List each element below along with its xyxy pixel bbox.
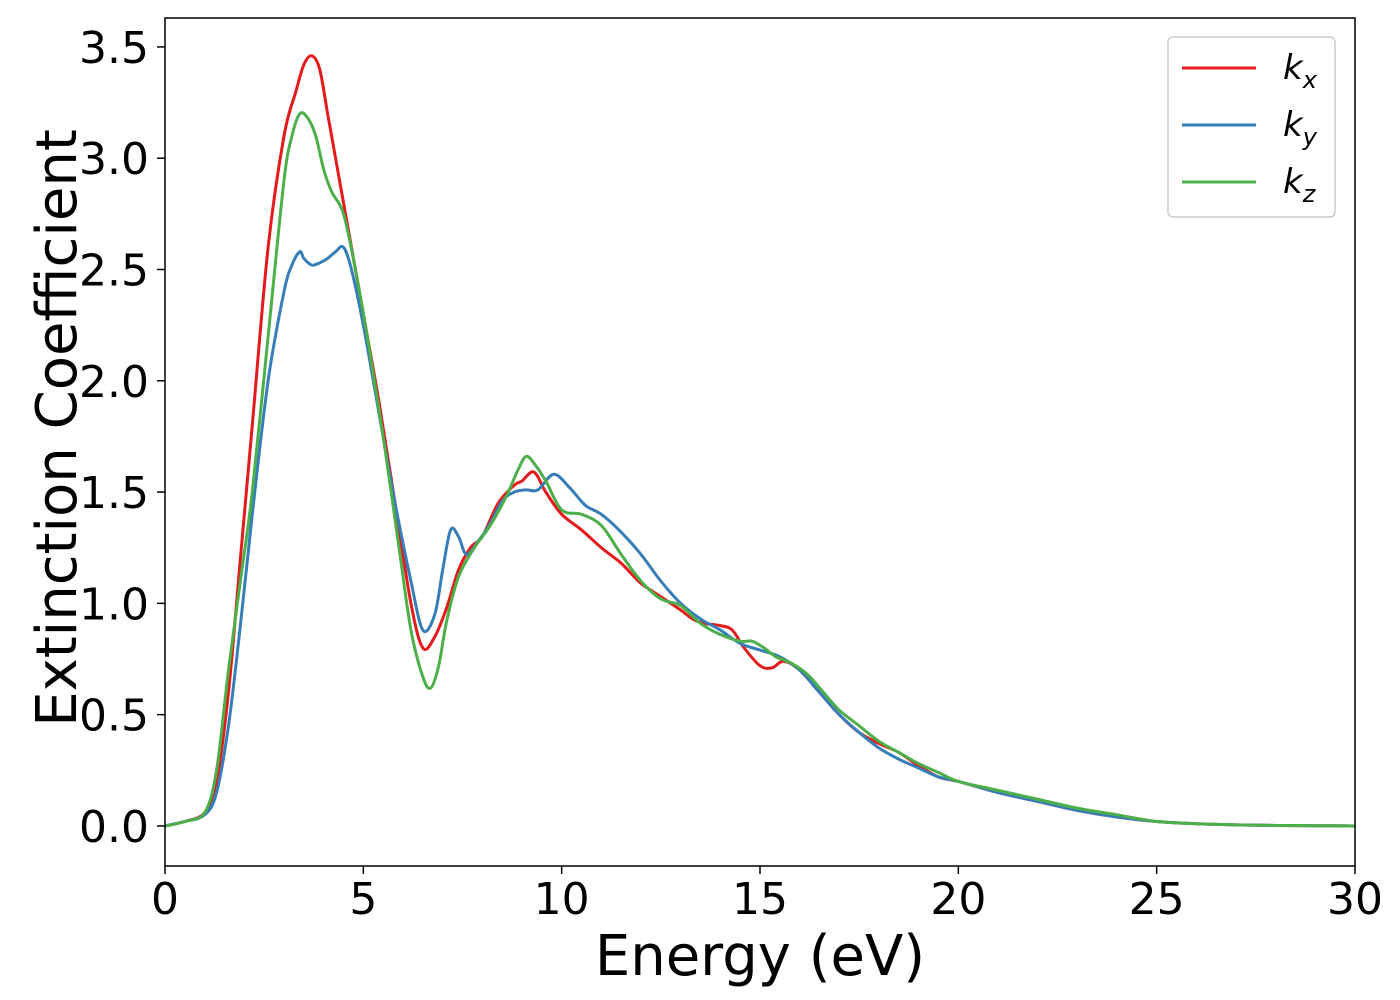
- x-tick-label: 25: [1129, 874, 1185, 925]
- x-tick-label: 10: [534, 874, 590, 925]
- y-tick-label: 3.0: [79, 134, 149, 185]
- x-tick-label: 30: [1327, 874, 1383, 925]
- y-tick-label: 0.0: [79, 802, 149, 853]
- y-tick-label: 3.5: [79, 23, 149, 74]
- legend-label-kz: kz: [1283, 162, 1317, 208]
- series-line-kz: [165, 111, 1355, 828]
- y-tick-label: 2.5: [79, 246, 149, 297]
- series-layer: [165, 54, 1355, 828]
- y-tick-label: 2.0: [79, 357, 149, 408]
- legend: kx ky kz: [1167, 36, 1336, 218]
- y-axis-label: Extinction Coefficient: [25, 129, 90, 727]
- x-tick-label: 0: [151, 874, 179, 925]
- legend-box: [1167, 36, 1336, 218]
- y-tick-label: 0.5: [79, 691, 149, 742]
- legend-label-kx: kx: [1283, 48, 1318, 94]
- x-tick-label: 5: [349, 874, 377, 925]
- x-tick-label: 20: [930, 874, 986, 925]
- legend-label-ky: ky: [1283, 105, 1318, 151]
- ticks-layer: 0 5 10 15 20 25 30 0.0 0.5 1.0 1.5 2.0 2.5 3.0 3.5: [79, 23, 1383, 925]
- x-tick-label: 15: [732, 874, 788, 925]
- series-line-ky: [165, 244, 1355, 828]
- y-tick-label: 1.0: [79, 579, 149, 630]
- x-axis-label: Energy (eV): [595, 924, 925, 989]
- y-tick-label: 1.5: [79, 468, 149, 519]
